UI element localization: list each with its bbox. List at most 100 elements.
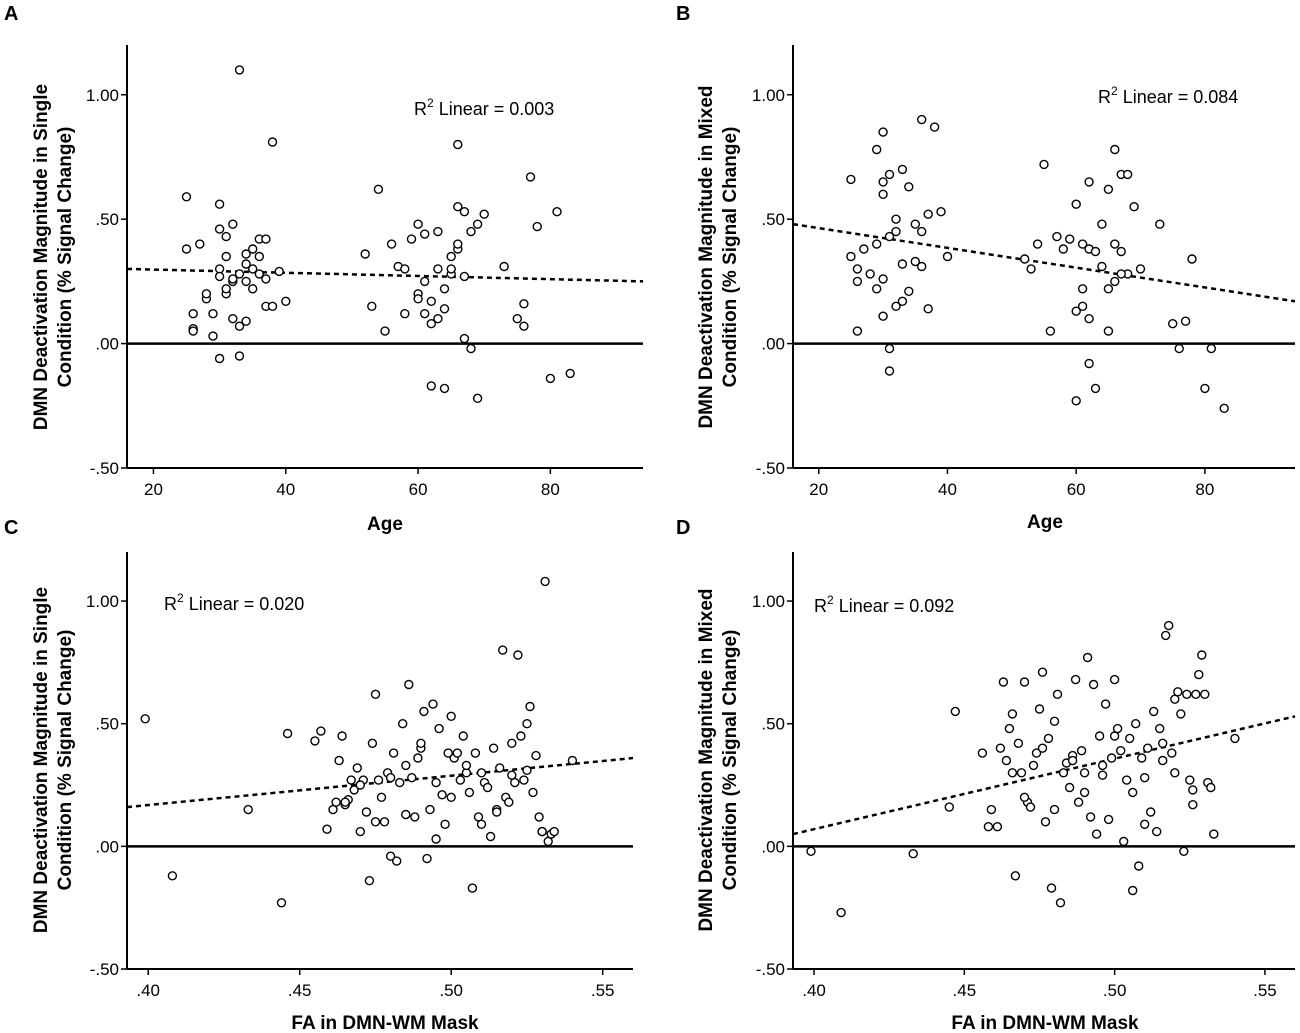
scatter-point (1043, 733, 1054, 744)
scatter-point (884, 366, 895, 376)
panel-letter-c: C (4, 517, 18, 539)
scatter-point (1133, 861, 1144, 871)
scatter-point (234, 351, 245, 361)
scatter-point (846, 174, 856, 185)
scatter-point (950, 706, 960, 717)
scatter-point (1071, 306, 1081, 316)
scatter-point (904, 286, 914, 296)
scatter-point (1039, 159, 1049, 170)
linear-fit-line (792, 222, 1296, 303)
scatter-point (1007, 709, 1018, 719)
scatter-point (379, 817, 390, 827)
scatter-point (208, 309, 218, 319)
scatter-point (499, 261, 509, 272)
scatter-point (492, 807, 502, 817)
scatter-point (221, 284, 231, 294)
panel-d: D -.50 .00 .50 1.00 .40 .45 .50 .55 FA in DMN-W… (676, 517, 1296, 1033)
scatter-point (349, 785, 359, 795)
scatter-point (1230, 733, 1240, 744)
x-axis-label: FA in DMN-WM Mask (291, 1013, 479, 1033)
scatter-point (1200, 383, 1210, 394)
scatter-point (214, 264, 225, 274)
scatter-point (998, 677, 1009, 687)
scatter-point (221, 251, 231, 262)
scatter-point (214, 353, 225, 364)
scatter-point (878, 127, 888, 137)
scatter-point (208, 331, 218, 341)
scatter-point (1052, 689, 1063, 699)
scatter-point (419, 706, 429, 717)
scatter-point (1026, 264, 1036, 274)
scatter-point (1064, 234, 1075, 244)
y-axis-label-line-1: DMN Deactivation Magnitude in Mixed (696, 588, 717, 931)
y-axis-label-line-1: DMN Deactivation Magnitude in Single (31, 587, 52, 933)
y-tick-label: -.50 (756, 459, 785, 478)
scatter-point (1077, 301, 1088, 311)
scatter-point (406, 234, 417, 244)
scatter-point (977, 748, 988, 758)
scatter-point (479, 209, 489, 219)
scatter-point (1028, 760, 1039, 771)
scatter-point (910, 219, 920, 229)
scatter-point (1058, 244, 1069, 254)
scatter-point (431, 777, 441, 788)
y-axis-label-line-1: DMN Deactivation Magnitude in Single (31, 84, 52, 430)
scatter-point (228, 314, 238, 324)
x-tick-label: 40 (276, 480, 295, 499)
scatter-point (1058, 768, 1069, 778)
scatter-point (1055, 898, 1066, 908)
scatter-point (549, 826, 559, 837)
scatter-point (472, 393, 483, 403)
scatter-point (420, 229, 430, 239)
scatter-point (446, 264, 456, 274)
scatter-point (420, 309, 430, 319)
scatter-point (334, 755, 344, 766)
scatter-point (440, 819, 450, 829)
scatter-point (1097, 261, 1107, 272)
scatter-point (1082, 652, 1093, 663)
scatter-point (884, 343, 895, 354)
scatter-point (426, 296, 436, 306)
scatter-point (276, 898, 287, 908)
scatter-point (437, 790, 447, 800)
linear-fit-line (792, 715, 1296, 836)
x-tick-label: .50 (439, 981, 463, 1000)
scatter-point (1094, 731, 1105, 741)
scatter-point (453, 139, 463, 150)
x-tick-label: 20 (809, 480, 828, 499)
scatter-point (446, 251, 456, 262)
scatter-point (1174, 343, 1184, 354)
scatter-point (340, 797, 350, 807)
x-tick-label: .45 (953, 981, 977, 1000)
scatter-point (459, 333, 470, 344)
scatter-point (433, 226, 443, 237)
scatter-point (917, 114, 927, 125)
scatter-point (1110, 239, 1120, 249)
y-tick-label: .50 (761, 210, 785, 229)
scatter-point (1046, 883, 1057, 893)
scatter-point (322, 824, 332, 834)
scatter-point (1110, 144, 1120, 155)
panel-letter-d: D (676, 517, 690, 539)
scatter-point (532, 221, 542, 232)
scatter-point (407, 773, 417, 783)
scatter-point (234, 65, 245, 75)
x-tick-label: 80 (1195, 480, 1214, 499)
scatter-point (247, 244, 258, 254)
scatter-point (482, 782, 493, 793)
scatter-point (1010, 871, 1021, 881)
scatter-point (1127, 885, 1138, 896)
scatter-point (891, 226, 901, 237)
scatter-point (1173, 687, 1183, 697)
scatter-point (878, 274, 888, 284)
scatter-point (247, 284, 258, 294)
scatter-point (1084, 177, 1094, 187)
scatter-point (1197, 650, 1207, 660)
scatter-point (1019, 254, 1030, 264)
scatter-point (188, 309, 198, 319)
scatter-point (464, 787, 475, 798)
scatter-point (1145, 807, 1156, 817)
scatter-point (355, 826, 365, 837)
scatter-point (1025, 802, 1036, 812)
